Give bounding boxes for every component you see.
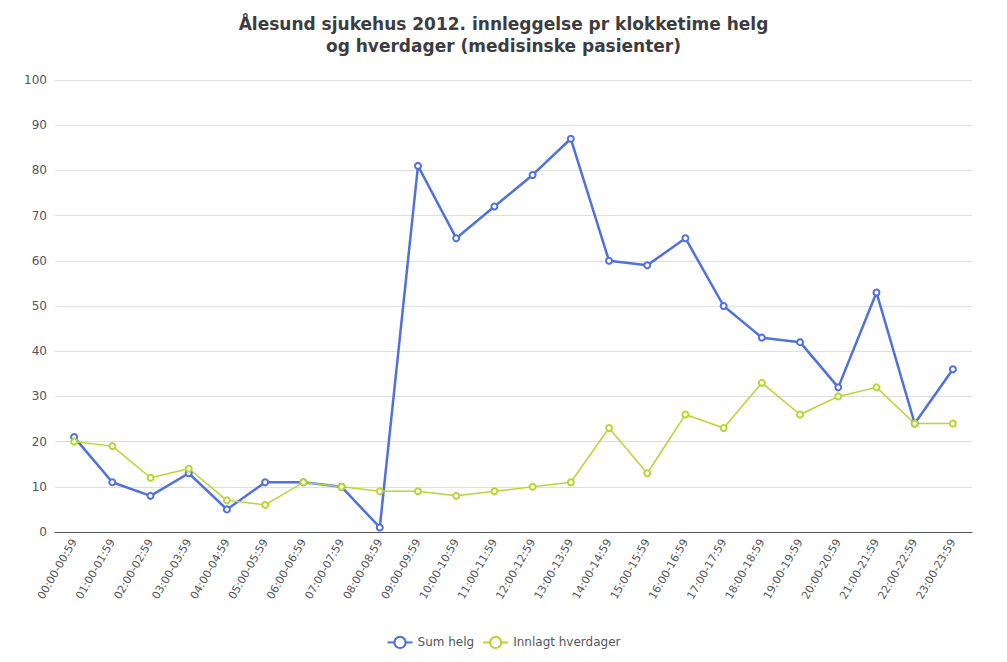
svg-text:18:00-18:59: 18:00-18:59 xyxy=(723,537,768,602)
svg-text:03:00-03:59: 03:00-03:59 xyxy=(149,537,194,602)
svg-text:19:00-19:59: 19:00-19:59 xyxy=(761,537,806,602)
svg-text:100: 100 xyxy=(24,73,47,87)
svg-text:21:00-21:59: 21:00-21:59 xyxy=(837,537,882,602)
svg-text:14:00-14:59: 14:00-14:59 xyxy=(570,537,615,602)
svg-text:00:00-00:59: 00:00-00:59 xyxy=(35,537,80,602)
svg-text:30: 30 xyxy=(32,389,47,403)
svg-text:12:00-12:59: 12:00-12:59 xyxy=(493,537,538,602)
svg-text:20:00-20:59: 20:00-20:59 xyxy=(799,537,844,602)
svg-text:11:00-11:59: 11:00-11:59 xyxy=(455,537,500,602)
svg-text:23:00-23:59: 23:00-23:59 xyxy=(914,537,959,602)
svg-text:Ålesund sjukehus 2012. innlegg: Ålesund sjukehus 2012. innleggelse pr kl… xyxy=(239,12,769,34)
svg-text:04:00-04:59: 04:00-04:59 xyxy=(188,537,233,602)
svg-text:02:00-02:59: 02:00-02:59 xyxy=(111,537,156,602)
svg-text:80: 80 xyxy=(32,163,47,177)
svg-text:16:00-16:59: 16:00-16:59 xyxy=(646,537,691,602)
svg-text:09:00-09:59: 09:00-09:59 xyxy=(379,537,424,602)
svg-text:60: 60 xyxy=(32,254,47,268)
svg-text:06:00-06:59: 06:00-06:59 xyxy=(264,537,309,602)
svg-text:01:00-01:59: 01:00-01:59 xyxy=(73,537,118,602)
svg-text:05:00-05:59: 05:00-05:59 xyxy=(226,537,271,602)
svg-text:50: 50 xyxy=(32,299,47,313)
svg-text:13:00-13:59: 13:00-13:59 xyxy=(532,537,577,602)
svg-text:17:00-17:59: 17:00-17:59 xyxy=(684,537,729,602)
svg-text:20: 20 xyxy=(32,435,47,449)
svg-text:40: 40 xyxy=(32,344,47,358)
svg-text:08:00-08:59: 08:00-08:59 xyxy=(341,537,386,602)
svg-text:0: 0 xyxy=(39,525,47,539)
svg-text:90: 90 xyxy=(32,118,47,132)
svg-text:Sum helg: Sum helg xyxy=(418,635,475,649)
svg-text:07:00-07:59: 07:00-07:59 xyxy=(302,537,347,602)
svg-text:10: 10 xyxy=(32,480,47,494)
svg-text:Innlagt hverdager: Innlagt hverdager xyxy=(513,635,620,649)
svg-text:10:00-10:59: 10:00-10:59 xyxy=(417,537,462,602)
svg-text:og hverdager (medisinske pasie: og hverdager (medisinske pasienter) xyxy=(326,36,681,56)
svg-text:22:00-22:59: 22:00-22:59 xyxy=(875,537,920,602)
svg-text:70: 70 xyxy=(32,209,47,223)
svg-text:15:00-15:59: 15:00-15:59 xyxy=(608,537,653,602)
